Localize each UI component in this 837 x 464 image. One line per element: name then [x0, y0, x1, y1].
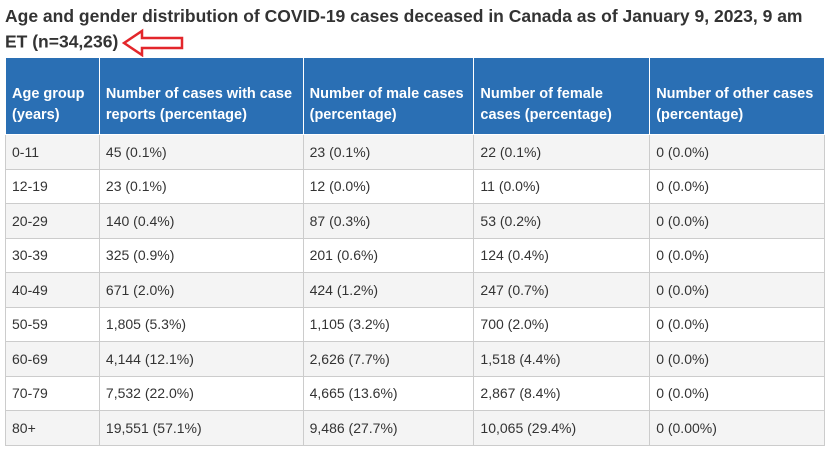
table-cell: 0 (0.0%) [649, 168, 825, 204]
table-cell: 23 (0.1%) [302, 134, 475, 170]
table-cell: 325 (0.9%) [98, 237, 304, 273]
table-row: 0-11 45 (0.1%) 23 (0.1%) 22 (0.1%) 0 (0.0%) [5, 134, 825, 170]
table-row: 12-19 23 (0.1%) 12 (0.0%) 11 (0.0%) 0 (0.0%) [5, 168, 825, 204]
table-cell: 9,486 (27.7%) [302, 410, 475, 446]
table-cell: 1,805 (5.3%) [98, 306, 304, 342]
table-cell: 10,065 (29.4%) [473, 410, 651, 446]
table-cell: 124 (0.4%) [473, 237, 651, 273]
title: Age and gender distribution of COVID-19 … [5, 4, 805, 58]
table-cell: 12 (0.0%) [302, 168, 475, 204]
table-row: 40-49 671 (2.0%) 424 (1.2%) 247 (0.7%) 0 (0.… [5, 272, 825, 308]
table-cell: 53 (0.2%) [473, 203, 651, 239]
table-cell: 60-69 [5, 341, 100, 377]
table-cell: 0 (0.0%) [649, 306, 825, 342]
column-header: Age group (years) [5, 57, 100, 135]
table-cell: 4,665 (13.6%) [302, 375, 475, 411]
table-row: 20-29 140 (0.4%) 87 (0.3%) 53 (0.2%) 0 (0.0%… [5, 203, 825, 239]
arrow-icon [122, 28, 184, 58]
table-cell: 45 (0.1%) [98, 134, 304, 170]
table-cell: 0 (0.0%) [649, 237, 825, 273]
table-cell: 11 (0.0%) [473, 168, 651, 204]
table-row: 50-59 1,805 (5.3%) 1,105 (3.2%) 700 (2.0%) 0… [5, 306, 825, 342]
column-header: Number of cases with case reports (perce… [98, 57, 304, 135]
table-cell: 424 (1.2%) [302, 272, 475, 308]
table-cell: 50-59 [5, 306, 100, 342]
column-header: Number of other cases (percentage) [649, 57, 825, 135]
table-cell: 12-19 [5, 168, 100, 204]
table-cell: 30-39 [5, 237, 100, 273]
table-cell: 19,551 (57.1%) [98, 410, 304, 446]
table-cell: 201 (0.6%) [302, 237, 475, 273]
table-cell: 0 (0.0%) [649, 134, 825, 170]
table-cell: 0 (0.0%) [649, 272, 825, 308]
table-cell: 20-29 [5, 203, 100, 239]
table-cell: 671 (2.0%) [98, 272, 304, 308]
table-cell: 70-79 [5, 375, 100, 411]
table-cell: 247 (0.7%) [473, 272, 651, 308]
table-row: 30-39 325 (0.9%) 201 (0.6%) 124 (0.4%) 0 (0.… [5, 237, 825, 273]
table-cell: 2,867 (8.4%) [473, 375, 651, 411]
table-cell: 0-11 [5, 134, 100, 170]
table-cell: 140 (0.4%) [98, 203, 304, 239]
table-cell: 1,105 (3.2%) [302, 306, 475, 342]
table-cell: 0 (0.0%) [649, 203, 825, 239]
table-cell: 2,626 (7.7%) [302, 341, 475, 377]
data-table: Age group (years) Number of cases with ca… [5, 57, 825, 446]
table-row: 70-79 7,532 (22.0%) 4,665 (13.6%) 2,867 (8.… [5, 375, 825, 411]
column-header: Number of male cases (percentage) [302, 57, 475, 135]
table-cell: 80+ [5, 410, 100, 446]
header-row: Age group (years) Number of cases with ca… [5, 57, 825, 135]
title-text: Age and gender distribution of COVID-19 … [5, 6, 803, 52]
table-row: 80+ 19,551 (57.1%) 9,486 (27.7%) 10,065 (29… [5, 410, 825, 446]
table-cell: 23 (0.1%) [98, 168, 304, 204]
table-cell: 0 (0.0%) [649, 375, 825, 411]
table-cell: 0 (0.0%) [649, 341, 825, 377]
table-cell: 22 (0.1%) [473, 134, 651, 170]
table-body: 0-11 45 (0.1%) 23 (0.1%) 22 (0.1%) 0 (0.0%) 1… [5, 134, 825, 446]
table-cell: 0 (0.00%) [649, 410, 825, 446]
table-cell: 1,518 (4.4%) [473, 341, 651, 377]
table-row: 60-69 4,144 (12.1%) 2,626 (7.7%) 1,518 (4.4… [5, 341, 825, 377]
table-cell: 4,144 (12.1%) [98, 341, 304, 377]
table-cell: 7,532 (22.0%) [98, 375, 304, 411]
column-header: Number of female cases (percentage) [473, 57, 651, 135]
table-cell: 87 (0.3%) [302, 203, 475, 239]
table-cell: 40-49 [5, 272, 100, 308]
table-cell: 700 (2.0%) [473, 306, 651, 342]
